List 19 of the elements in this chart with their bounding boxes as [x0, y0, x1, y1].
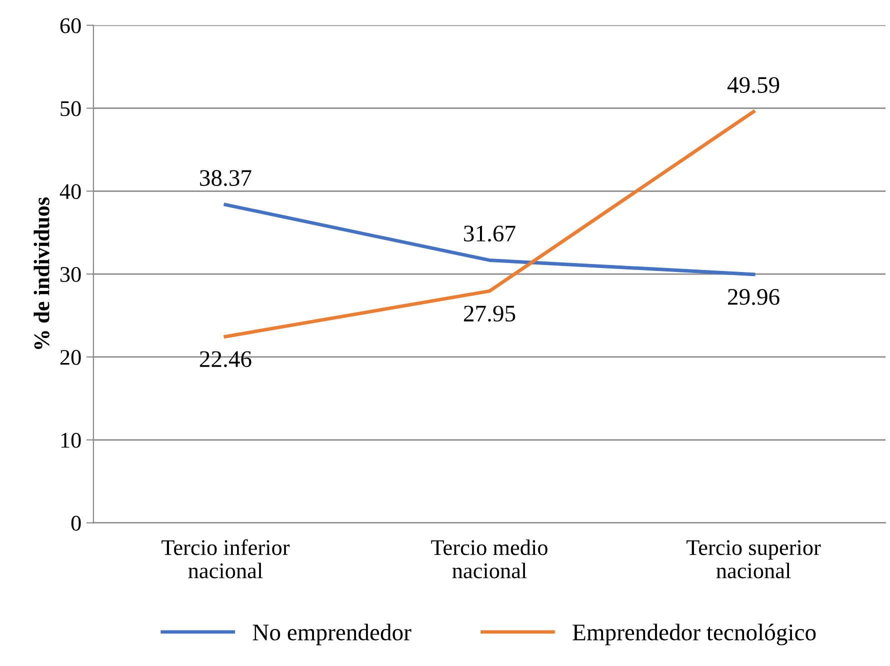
data-label: 22.46 [200, 351, 252, 368]
x-tick-label: Tercio medio nacional [431, 539, 548, 578]
legend-label: Emprendedor tecnológico [572, 624, 816, 646]
y-tick-label: 10 [61, 432, 81, 448]
x-tick-label: Tercio superior nacional [686, 540, 821, 578]
data-label: 27.95 [464, 306, 516, 322]
data-label: 31.67 [464, 226, 516, 242]
x-tick-label: Tercio inferior nacional [162, 539, 290, 578]
y-tick-label: 30 [60, 266, 81, 282]
data-label: 49.59 [727, 77, 780, 94]
y-axis-title: % de individuos [34, 197, 50, 349]
y-tick-label: 20 [60, 350, 81, 365]
y-tick-label: 60 [60, 18, 81, 34]
y-tick-label: 0 [71, 516, 81, 531]
data-label: 29.96 [728, 289, 780, 305]
legend-label: No emprendedor [252, 624, 412, 646]
y-tick-label: 40 [60, 184, 81, 200]
y-tick-label: 50 [60, 101, 81, 116]
data-label: 38.37 [200, 170, 252, 186]
